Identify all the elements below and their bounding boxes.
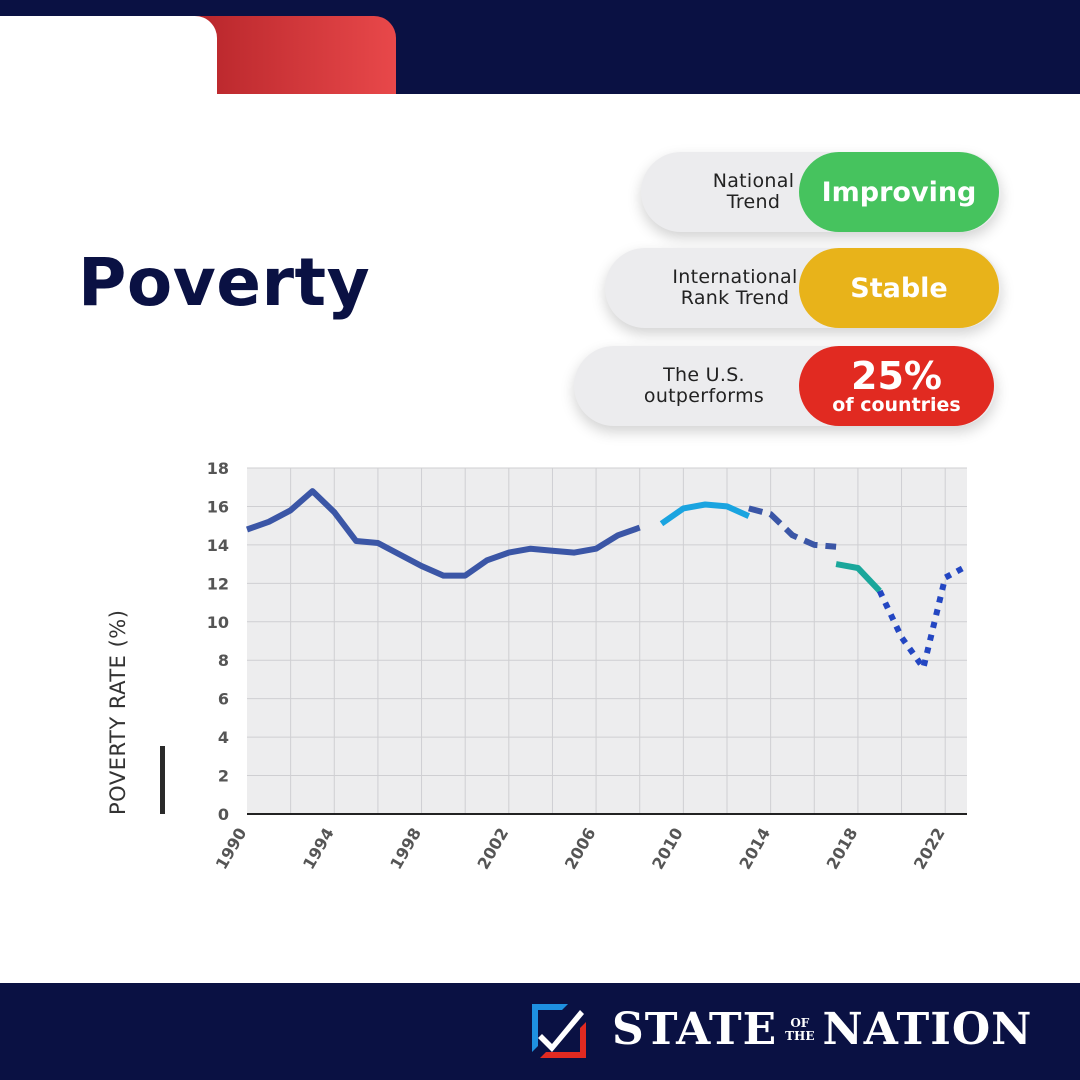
x-tick-label: 2014 bbox=[735, 825, 774, 873]
metric-label-line2: Rank Trend bbox=[680, 287, 790, 309]
series-line-2 bbox=[659, 501, 751, 527]
metric-status-badge: Improving bbox=[799, 152, 999, 232]
metric-status-percent: 25% bbox=[851, 354, 942, 398]
metric-label-line1: International bbox=[672, 266, 798, 288]
y-tick-label: 14 bbox=[207, 536, 229, 555]
y-tick-labels: 0 2 4 6 8 10 12 14 16 18 bbox=[207, 459, 229, 824]
series-line-1 bbox=[246, 488, 641, 579]
brand-word-of: OF bbox=[790, 1016, 810, 1030]
y-tick-label: 0 bbox=[218, 805, 229, 824]
brand-word-state: STATE bbox=[612, 1004, 778, 1055]
y-tick-label: 10 bbox=[207, 613, 229, 632]
series-line-4 bbox=[835, 561, 882, 594]
x-tick-label: 2022 bbox=[910, 825, 949, 873]
metric-label-line2: outperforms bbox=[643, 385, 765, 407]
metric-status-badge: Stable bbox=[799, 248, 999, 328]
metric-label: National Trend bbox=[681, 152, 826, 232]
footer-bar bbox=[0, 983, 1080, 1080]
metric-national-trend: National Trend Improving bbox=[641, 152, 1001, 232]
x-tick-label: 2006 bbox=[561, 825, 600, 873]
poverty-rate-chart: 0 2 4 6 8 10 12 14 16 18 1990 1994 1998 2002 2006 2010… bbox=[207, 459, 969, 873]
metric-label-line1: National bbox=[712, 170, 795, 192]
y-tick-label: 6 bbox=[218, 690, 229, 709]
x-tick-label: 1994 bbox=[299, 825, 338, 873]
x-tick-label: 1998 bbox=[386, 825, 425, 873]
brand-word-the: THE bbox=[785, 1029, 815, 1043]
metric-international-rank-trend: International Rank Trend Stable bbox=[605, 248, 1001, 328]
y-axis-label: POVERTY RATE (%) bbox=[106, 609, 130, 815]
series-line-3 bbox=[748, 505, 837, 550]
y-tick-label: 8 bbox=[218, 651, 229, 670]
page-title: Poverty bbox=[78, 244, 371, 321]
checkbox-logo-icon bbox=[532, 1004, 586, 1058]
y-axis-marker bbox=[160, 746, 165, 814]
y-tick-label: 18 bbox=[207, 459, 229, 478]
x-tick-labels: 1990 1994 1998 2002 2006 2010 2014 2018 2022 bbox=[212, 825, 949, 873]
metric-status-badge: 25% of countries bbox=[799, 346, 994, 426]
brand-word-nation: NATION bbox=[822, 1004, 1033, 1055]
metric-status-caption: of countries bbox=[832, 394, 961, 416]
metric-label: The U.S. outperforms bbox=[614, 346, 794, 426]
chart-series bbox=[246, 488, 969, 671]
metric-label: International Rank Trend bbox=[645, 248, 825, 328]
top-tab-accent bbox=[196, 16, 396, 94]
top-tab bbox=[0, 16, 217, 94]
plot-area bbox=[247, 468, 967, 814]
x-tick-label: 2002 bbox=[474, 825, 513, 873]
x-tick-label: 2010 bbox=[648, 825, 687, 873]
x-tick-label: 1990 bbox=[212, 825, 251, 873]
brand-of-the: OF THE bbox=[785, 1017, 814, 1043]
y-tick-label: 12 bbox=[207, 574, 229, 593]
brand-wordmark: STATE OF THE NATION bbox=[612, 1006, 1032, 1054]
y-tick-label: 2 bbox=[218, 767, 229, 786]
y-tick-label: 16 bbox=[207, 497, 229, 516]
x-tick-label: 2018 bbox=[823, 825, 862, 873]
metric-label-line1: The U.S. bbox=[663, 364, 745, 386]
y-tick-label: 4 bbox=[218, 728, 229, 747]
metric-outperforms: The U.S. outperforms 25% of countries bbox=[574, 346, 996, 426]
metric-label-line2: Trend bbox=[726, 191, 781, 213]
